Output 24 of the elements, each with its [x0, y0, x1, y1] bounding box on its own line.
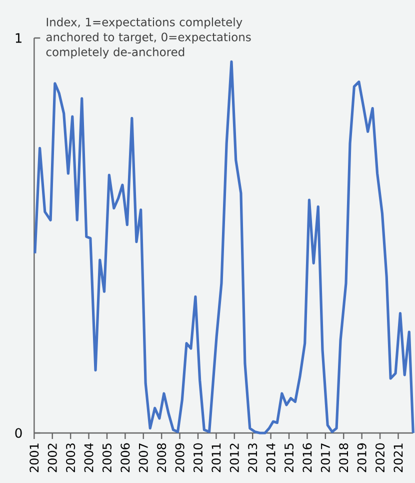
- x-tick-label: 2006: [120, 443, 130, 472]
- x-tick-label: 2017: [320, 444, 330, 472]
- x-tick-label: 2011: [212, 444, 221, 472]
- x-tick-label: 2021: [394, 444, 403, 472]
- x-tick-label: 2010: [193, 443, 202, 472]
- x-tick-label: 2012: [230, 444, 239, 472]
- x-tick-label: 2008: [156, 443, 166, 472]
- x-tick-label: 2016: [302, 443, 312, 472]
- x-tick-label: 2015: [284, 444, 294, 472]
- x-tick-label: 2002: [48, 444, 57, 472]
- y-tick-label: 1: [16, 33, 22, 43]
- x-tick-label: 2003: [66, 443, 76, 472]
- x-tick-label: 2018: [339, 443, 348, 472]
- x-tick-label: 2014: [266, 443, 276, 472]
- x-tick-label: 2013: [248, 443, 258, 472]
- x-tick-label: 2007: [138, 444, 148, 472]
- y-tick-label: 0: [15, 428, 22, 438]
- x-tick-label: 2004: [84, 443, 94, 472]
- x-tick-label: 2020: [375, 443, 384, 472]
- x-tick-label: 2009: [175, 443, 184, 472]
- y-axis-title: Index, 1=expectations completely anchored to target, 0=expectations completely de-anchored: [46, 18, 251, 58]
- x-tick-label: 2001: [30, 444, 39, 472]
- x-tick-label: 2019: [357, 443, 366, 472]
- x-tick-label: 2005: [102, 444, 112, 472]
